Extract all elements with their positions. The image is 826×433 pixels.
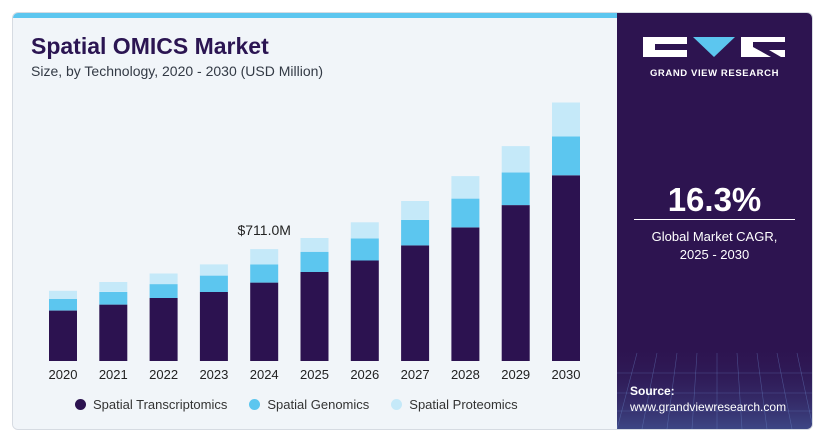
bar-proteomics-2024 [250, 249, 279, 265]
x-tick-label-2023: 2023 [199, 367, 228, 382]
bar-genomics-2026 [350, 238, 379, 261]
bar-proteomics-2029 [501, 146, 530, 173]
bar-genomics-2029 [501, 172, 530, 206]
bar-genomics-2024 [250, 264, 279, 283]
legend-label-transcriptomics: Spatial Transcriptomics [93, 397, 228, 412]
bar-transcriptomics-2025 [300, 271, 329, 361]
chart-title: Spatial OMICS Market [31, 33, 269, 59]
accent-top-bar [13, 13, 617, 18]
gvr-logo-icon [643, 37, 785, 57]
x-tick-label-2022: 2022 [149, 367, 178, 382]
bar-transcriptomics-2021 [99, 304, 128, 361]
bar-transcriptomics-2026 [350, 260, 379, 361]
cagr-label-line1: Global Market CAGR, [651, 229, 778, 244]
bar-genomics-2028 [451, 198, 480, 228]
legend-item-genomics: Spatial Genomics [249, 397, 369, 412]
decorative-grid-lines [617, 343, 812, 429]
source-note: Source: www.grandviewresearch.com [630, 383, 786, 415]
side-panel: GRAND VIEW RESEARCH 16.3% Global Market … [617, 13, 812, 429]
infographic-card: Spatial OMICS Market Size, by Technology… [12, 12, 813, 430]
brand-name: GRAND VIEW RESEARCH [649, 68, 780, 79]
x-tick-label-2024: 2024 [250, 367, 279, 382]
data-label-2024: $711.0M [237, 222, 290, 238]
bar-transcriptomics-2030 [552, 175, 580, 361]
x-tick-label-2028: 2028 [451, 367, 480, 382]
bar-transcriptomics-2029 [501, 205, 530, 361]
bar-proteomics-2028 [451, 176, 480, 199]
bar-proteomics-2021 [99, 282, 128, 292]
legend-item-transcriptomics: Spatial Transcriptomics [75, 397, 227, 412]
bar-proteomics-2027 [401, 201, 430, 220]
x-tick-label-2029: 2029 [501, 367, 530, 382]
bar-genomics-2023 [199, 275, 228, 292]
bar-genomics-2020 [49, 299, 77, 311]
cagr-value: 16.3% [667, 181, 762, 218]
bar-proteomics-2023 [199, 264, 228, 276]
legend-swatch-proteomics [391, 399, 403, 410]
source-url: www.grandviewresearch.com [630, 400, 787, 414]
cagr-divider [634, 219, 795, 220]
x-tick-label-2021: 2021 [99, 367, 128, 382]
bar-transcriptomics-2027 [401, 245, 430, 361]
bar-proteomics-2030 [552, 102, 580, 137]
legend-item-proteomics: Spatial Proteomics [391, 397, 518, 412]
bar-genomics-2022 [149, 284, 178, 298]
bar-proteomics-2022 [149, 273, 178, 285]
cagr-label: Global Market CAGR, 2025 - 2030 [617, 228, 812, 264]
legend-label-genomics: Spatial Genomics [267, 397, 370, 412]
legend-swatch-transcriptomics [75, 399, 86, 410]
bar-genomics-2030 [552, 136, 580, 176]
chart-legend: Spatial Transcriptomics Spatial Genomics… [75, 397, 518, 412]
bar-proteomics-2025 [300, 238, 329, 252]
x-tick-label-2025: 2025 [300, 367, 329, 382]
x-tick-label-2027: 2027 [401, 367, 430, 382]
x-tick-label-2030: 2030 [552, 367, 581, 382]
bar-transcriptomics-2023 [199, 292, 228, 361]
x-tick-label-2020: 2020 [49, 367, 78, 382]
bar-transcriptomics-2022 [149, 297, 178, 361]
bar-transcriptomics-2024 [250, 282, 279, 361]
legend-swatch-genomics [249, 399, 261, 410]
bar-proteomics-2026 [350, 222, 379, 239]
bar-genomics-2027 [401, 219, 430, 246]
source-label: Source: [630, 384, 675, 398]
bar-genomics-2021 [99, 292, 128, 305]
legend-label-proteomics: Spatial Proteomics [409, 397, 518, 412]
bar-genomics-2025 [300, 251, 329, 272]
bar-transcriptomics-2028 [451, 227, 480, 361]
chart-subtitle: Size, by Technology, 2020 - 2030 (USD Mi… [31, 63, 324, 79]
stacked-bar-chart: 2020 2021 2022 2023 2024 2025 2026 2027 2028 2029… [49, 102, 581, 382]
bar-proteomics-2020 [49, 290, 77, 299]
cagr-label-line2: 2025 - 2030 [679, 247, 750, 262]
x-tick-label-2026: 2026 [350, 367, 379, 382]
bar-transcriptomics-2020 [49, 310, 77, 361]
